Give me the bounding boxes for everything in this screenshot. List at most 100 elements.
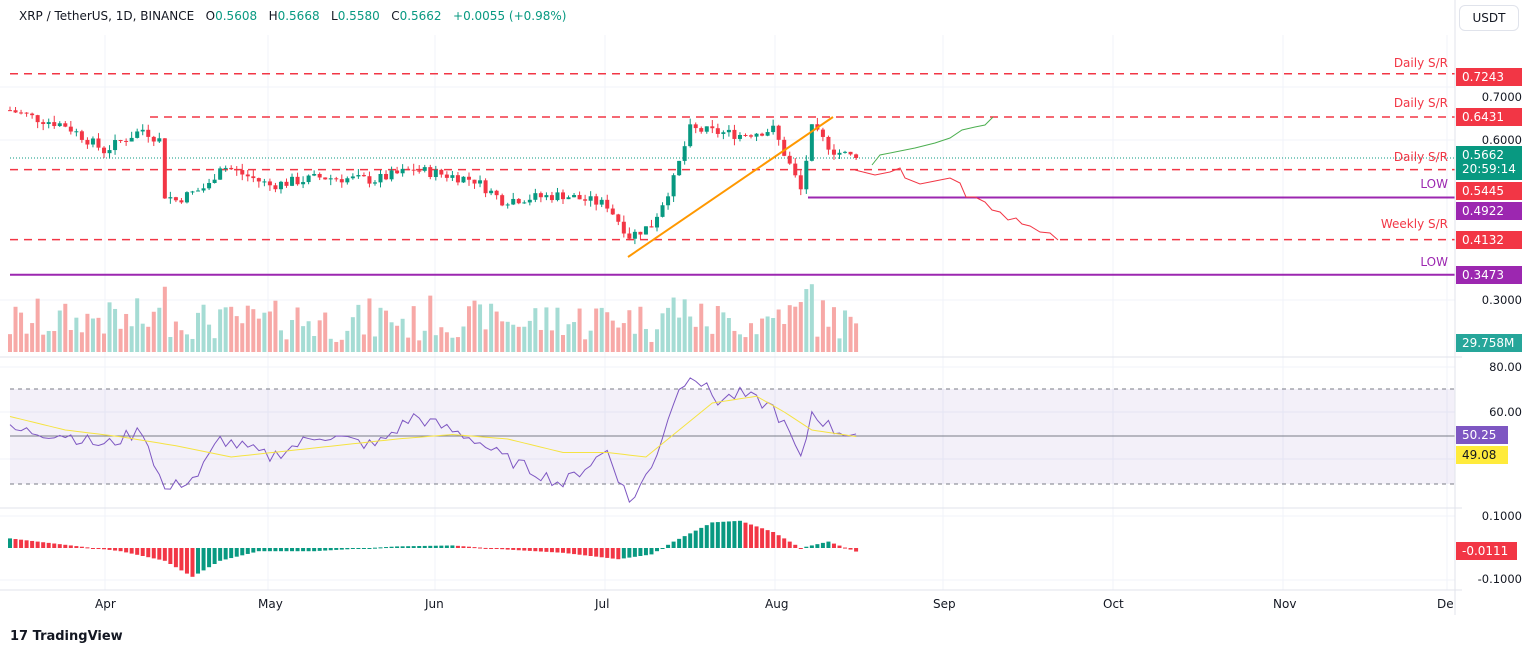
- high-label: H: [268, 9, 278, 23]
- change-value: +0.0055 (+0.98%): [453, 9, 567, 23]
- volume-bar: [301, 326, 306, 352]
- macd-bar: [212, 548, 217, 564]
- macd-bar: [610, 548, 615, 559]
- macd-bar: [129, 548, 134, 554]
- macd-bar: [41, 542, 46, 548]
- volume-bar: [572, 322, 577, 352]
- candle-body: [63, 123, 68, 127]
- macd-bar: [317, 548, 322, 551]
- candle-body: [306, 175, 311, 183]
- macd-bar: [107, 548, 112, 550]
- candle-body: [666, 196, 671, 206]
- volume-bar: [848, 316, 853, 352]
- candle-body: [478, 180, 483, 184]
- candle-body: [594, 196, 599, 205]
- macd-bar: [599, 548, 604, 558]
- candle-body: [372, 182, 377, 184]
- tradingview-logo[interactable]: 𝟭𝟳 TradingView: [10, 629, 123, 644]
- volume-bar: [649, 341, 654, 352]
- candle-body: [179, 200, 184, 203]
- candle-body: [218, 168, 223, 180]
- price-tick: 0.6000: [1481, 133, 1522, 147]
- trendline[interactable]: [627, 116, 834, 258]
- volume-bar: [262, 312, 267, 352]
- candle-body: [621, 221, 626, 234]
- macd-bar: [278, 548, 283, 552]
- volume-bar: [41, 334, 46, 352]
- macd-bar: [765, 530, 770, 548]
- candle-body: [444, 174, 449, 178]
- candle-body: [527, 199, 532, 203]
- macd-bar: [223, 548, 228, 560]
- volume-bar: [406, 337, 411, 352]
- currency-button[interactable]: USDT: [1459, 5, 1519, 31]
- candle-body: [693, 124, 698, 129]
- volume-bar: [284, 339, 289, 352]
- candle-body: [251, 176, 256, 179]
- candles: [8, 106, 859, 245]
- volume-bar: [466, 306, 471, 352]
- volume-bar: [57, 310, 62, 352]
- volume-bar: [782, 323, 787, 352]
- candle-body: [146, 129, 151, 137]
- close-label: C: [391, 9, 400, 23]
- candle-body: [511, 198, 516, 205]
- rsi-tag: 50.25: [1456, 426, 1508, 444]
- last-price-value: 0.5662: [1462, 148, 1504, 162]
- candle-body: [461, 176, 466, 183]
- candle-body: [317, 173, 322, 178]
- bearish-projection: [854, 167, 1059, 241]
- volume-bar: [726, 318, 731, 352]
- time-tick: Jun: [425, 597, 444, 611]
- macd-bar: [79, 546, 84, 548]
- volume-bar: [162, 286, 167, 352]
- volume-bar: [754, 334, 759, 352]
- volume-bar: [776, 309, 781, 352]
- macd-bar: [334, 548, 339, 550]
- level-price-tag: 0.6431: [1456, 108, 1522, 126]
- volume-bar: [190, 338, 195, 352]
- macd-bar: [90, 548, 95, 549]
- macd-bar: [19, 539, 24, 548]
- macd-bar: [57, 544, 62, 548]
- candle-body: [610, 208, 615, 215]
- macd-bar: [400, 546, 405, 548]
- candle-body: [74, 131, 79, 133]
- macd-bar: [494, 548, 499, 549]
- candle-body: [90, 138, 95, 145]
- volume-bar: [312, 336, 317, 352]
- macd-bar: [583, 548, 588, 556]
- macd-tick: 0.1000: [1481, 509, 1522, 523]
- symbol-title[interactable]: XRP / TetherUS, 1D, BINANCE: [19, 9, 195, 23]
- candle-body: [533, 193, 538, 200]
- volume-bar: [621, 323, 626, 352]
- volume-bar: [638, 306, 643, 352]
- macd-bar: [262, 548, 267, 552]
- candle-body: [854, 154, 859, 159]
- candle-body: [124, 140, 129, 142]
- volume-bar: [334, 341, 339, 352]
- candle-body: [118, 140, 123, 142]
- volume-bar: [428, 295, 433, 352]
- macd-bar: [323, 548, 328, 551]
- candle-body: [273, 185, 278, 190]
- brand-name: TradingView: [32, 629, 123, 644]
- volume-bar: [483, 329, 488, 352]
- macd-bar: [52, 543, 57, 548]
- macd-bar: [240, 548, 245, 556]
- macd-bar: [422, 545, 427, 548]
- candle-body: [494, 190, 499, 196]
- candle-body: [339, 179, 344, 183]
- candle-body: [710, 126, 715, 129]
- level-label: Daily S/R: [1393, 150, 1448, 164]
- candle-body: [572, 195, 577, 198]
- volume-bar: [207, 324, 212, 352]
- candle-body: [655, 216, 660, 228]
- volume-bar: [68, 329, 73, 352]
- macd-bar: [688, 533, 693, 548]
- time-tick: Aug: [765, 597, 789, 611]
- volume-bar: [616, 327, 621, 352]
- macd-bar: [621, 548, 626, 559]
- volume-bar: [96, 317, 101, 352]
